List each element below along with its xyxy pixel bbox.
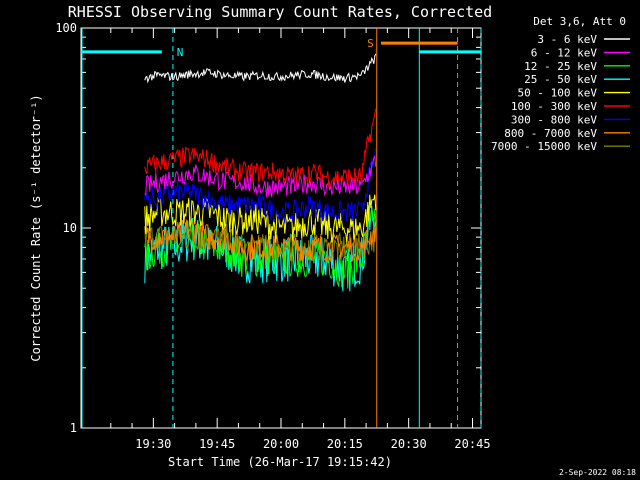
series-7000-15000-kev bbox=[144, 224, 377, 262]
series-3-6-kev bbox=[144, 53, 377, 84]
series-50-100-kev bbox=[144, 194, 377, 243]
legend-item: 50 - 100 keV bbox=[518, 87, 630, 100]
legend-label: 3 - 6 keV bbox=[537, 33, 597, 46]
series-group bbox=[144, 53, 377, 292]
legend-label: 7000 - 15000 keV bbox=[491, 140, 597, 153]
legend-item: 100 - 300 keV bbox=[511, 100, 630, 113]
x-tick-label: 20:30 bbox=[391, 437, 427, 451]
legend-item: 6 - 12 keV bbox=[531, 46, 630, 59]
y-axis-label: Corrected Count Rate (s⁻¹ detector⁻¹) bbox=[29, 94, 43, 361]
series-100-300-kev bbox=[144, 108, 377, 188]
saa-label: S bbox=[367, 37, 374, 50]
legend-label: 300 - 800 keV bbox=[511, 113, 597, 126]
x-tick-label: 19:45 bbox=[199, 437, 235, 451]
series-line bbox=[144, 155, 377, 198]
legend-item: 300 - 800 keV bbox=[511, 113, 630, 126]
x-tick-label: 19:30 bbox=[135, 437, 171, 451]
x-tick-label: 20:15 bbox=[327, 437, 363, 451]
legend-label: 12 - 25 keV bbox=[524, 60, 597, 73]
timestamp: 2-Sep-2022 08:18 bbox=[559, 468, 636, 477]
legend-item: 12 - 25 keV bbox=[524, 60, 630, 73]
legend-item: 7000 - 15000 keV bbox=[491, 140, 630, 153]
series-line bbox=[144, 53, 377, 84]
series-12-25-kev bbox=[144, 206, 377, 289]
legend-label: 800 - 7000 keV bbox=[504, 127, 597, 140]
legend-item: 3 - 6 keV bbox=[537, 33, 630, 46]
y-tick-label: 100 bbox=[55, 21, 77, 35]
night-label: N bbox=[177, 46, 184, 59]
series-300-800-kev bbox=[144, 147, 377, 224]
legend-title: Det 3,6, Att 0 bbox=[533, 15, 626, 28]
series-line bbox=[144, 108, 377, 188]
series-line bbox=[144, 224, 377, 262]
axis-ticks: 1 10 100 19:30 19:45 20:00 20:15 20:30 20:45 bbox=[55, 21, 490, 451]
series-line bbox=[144, 194, 377, 243]
series-line bbox=[144, 147, 377, 224]
legend-label: 25 - 50 keV bbox=[524, 73, 597, 86]
legend-label: 6 - 12 keV bbox=[531, 46, 598, 59]
chart-title: RHESSI Observing Summary Count Rates, Co… bbox=[68, 3, 492, 21]
y-tick-label: 10 bbox=[63, 221, 77, 235]
legend-item: 25 - 50 keV bbox=[524, 73, 630, 86]
x-tick-label: 20:45 bbox=[454, 437, 490, 451]
legend-label: 50 - 100 keV bbox=[518, 87, 598, 100]
y-tick-label: 1 bbox=[70, 421, 77, 435]
legend-label: 100 - 300 keV bbox=[511, 100, 597, 113]
x-tick-label: 20:00 bbox=[263, 437, 299, 451]
series-6-12-kev bbox=[144, 155, 377, 198]
legend-item: 800 - 7000 keV bbox=[504, 127, 630, 140]
x-axis-label: Start Time (26-Mar-17 19:15:42) bbox=[168, 455, 392, 469]
series-line bbox=[144, 206, 377, 289]
